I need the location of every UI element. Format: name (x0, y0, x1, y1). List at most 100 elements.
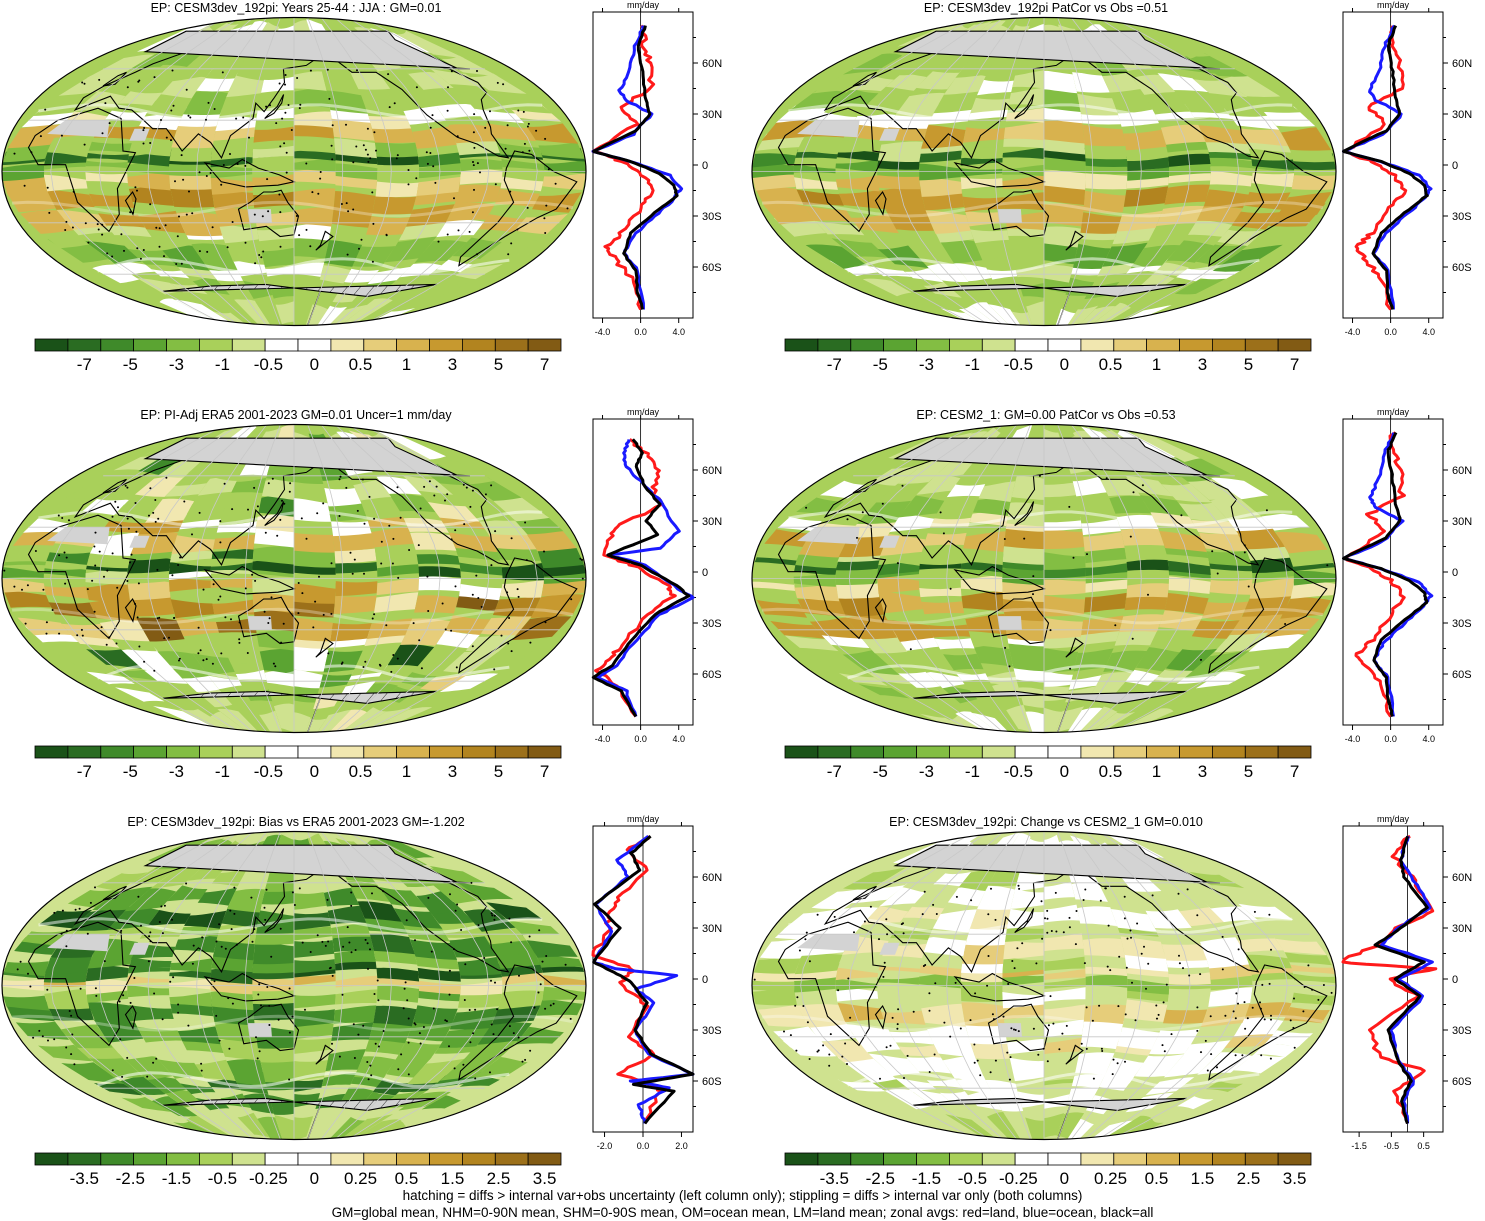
panel-title: EP: CESM2_1: GM=0.00 PatCor vs Obs =0.53 (916, 408, 1176, 422)
stipple-dot (136, 189, 138, 192)
colorbar-label: -3 (169, 355, 184, 374)
graticule-line (1084, 17, 1191, 326)
stipple-dot (253, 486, 256, 489)
stipple-dot (507, 642, 510, 645)
stipple-dot (535, 129, 538, 132)
field-patch (1152, 1028, 1200, 1049)
stipple-dot (44, 108, 47, 111)
graticule-line (1084, 424, 1191, 733)
graticule-line (1111, 17, 1288, 326)
field-patch (501, 159, 545, 171)
stipple-dot (1162, 1001, 1165, 1004)
field-patch (1214, 630, 1272, 653)
graticule-line (946, 424, 1018, 733)
field-patch (1126, 559, 1169, 571)
panel-3: EP: PI-Adj ERA5 2001-2023 GM=0.01 Uncer=… (0, 407, 742, 814)
stipple-dot (886, 933, 889, 936)
field-patch (473, 1057, 528, 1078)
field-patch (1206, 550, 1252, 566)
stipple-dot (991, 1013, 994, 1016)
field-patch (902, 57, 948, 77)
field-patch (294, 1079, 324, 1092)
field-patch (1044, 203, 1084, 227)
stipple-dot (1010, 1027, 1013, 1030)
profile-units: mm/day (1377, 814, 1410, 824)
colorbar-label: 1 (402, 762, 411, 781)
stipple-dot (407, 1017, 410, 1020)
stipple-dot (143, 127, 146, 129)
stipple-dot (808, 960, 811, 963)
land-profile-curve (1342, 25, 1408, 311)
field-patch (1003, 939, 1044, 960)
stipple-dot (98, 550, 101, 553)
field-patch (379, 887, 427, 908)
field-patch (376, 985, 420, 1003)
stipple-dot (260, 1004, 262, 1007)
panel-2: EP: CESM3dev_192pi PatCor vs Obs =0.51 mm… (750, 0, 1485, 407)
stipple-dot (297, 582, 300, 584)
field-patch (1082, 938, 1126, 958)
field-patch (1198, 125, 1248, 145)
stipple-dot (1289, 1019, 1292, 1022)
field-patch (835, 568, 878, 585)
stipple-dot (476, 253, 478, 256)
stipple-dot (484, 493, 487, 496)
stipple-dot (86, 588, 89, 591)
field-patch (85, 978, 128, 995)
field-patch (1157, 73, 1209, 93)
stipple-dot (1082, 899, 1085, 901)
stipple-dot (278, 82, 281, 85)
stipple-dot (1003, 538, 1006, 540)
stipple-dot (101, 223, 104, 226)
field-patch (2, 578, 46, 593)
xtick-label: 4.0 (1422, 327, 1435, 337)
field-patch (1127, 157, 1170, 171)
stipple-dot (123, 249, 125, 252)
colorbar-swatch (264, 745, 299, 759)
field-patch (45, 494, 96, 513)
stipple-dot (111, 552, 114, 555)
field-patch (535, 953, 583, 968)
field-patch (294, 669, 323, 689)
stipple-dot (198, 511, 201, 514)
stipple-dot (376, 979, 379, 982)
stipple-dot (130, 553, 133, 556)
stipple-dot (378, 663, 381, 666)
stipple-dot (783, 1030, 785, 1033)
field-patch (221, 635, 260, 649)
stipple-dot (39, 135, 42, 138)
field-patch (324, 488, 362, 507)
field-patch (1011, 311, 1034, 326)
stipple-dot (434, 181, 437, 184)
stipple-dot (1199, 973, 1202, 976)
stipple-dot (753, 978, 756, 981)
stipple-dot (527, 122, 530, 125)
field-patch (393, 908, 443, 929)
field-patch (174, 461, 222, 486)
stipple-dot (1177, 892, 1180, 895)
coastline-maritime (203, 972, 296, 1002)
coastline-nz (315, 637, 334, 658)
stipple-dot (364, 938, 367, 941)
stipple-dot (198, 250, 201, 253)
stipple-dot (178, 215, 180, 218)
colorbar-swatch (396, 745, 430, 759)
ytick-label: 30S (1452, 618, 1472, 630)
field-patch (238, 711, 272, 733)
field-patch (1044, 170, 1086, 190)
xtick-label: 4.0 (672, 327, 685, 337)
field-patch (820, 480, 867, 499)
stipple-dot (1068, 926, 1071, 929)
field-patch (319, 1112, 353, 1140)
stipple-dot (1026, 920, 1029, 923)
stipple-dot (392, 537, 395, 540)
stipple-dot (1178, 962, 1181, 965)
stipple-dot (80, 628, 83, 631)
stipple-dot (798, 949, 801, 952)
field-patch (436, 219, 485, 238)
stipple-dot (879, 1077, 881, 1080)
stipple-dot (1047, 1024, 1050, 1027)
field-patch (1165, 687, 1217, 706)
